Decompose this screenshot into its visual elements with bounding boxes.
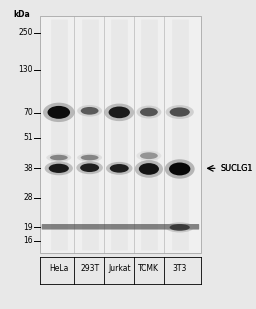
Text: 130: 130 [18, 66, 33, 74]
Ellipse shape [81, 107, 99, 115]
Text: 19: 19 [23, 223, 33, 232]
Ellipse shape [50, 155, 68, 160]
FancyBboxPatch shape [42, 224, 199, 230]
Ellipse shape [109, 107, 130, 118]
Ellipse shape [45, 161, 73, 175]
Text: TCMK: TCMK [138, 264, 159, 273]
Ellipse shape [136, 106, 161, 119]
Ellipse shape [139, 163, 159, 175]
Ellipse shape [81, 155, 99, 160]
Text: 16: 16 [23, 236, 33, 245]
Ellipse shape [136, 151, 161, 161]
Ellipse shape [110, 164, 129, 173]
Text: kDa: kDa [14, 10, 30, 19]
Ellipse shape [46, 154, 71, 162]
Ellipse shape [166, 105, 194, 119]
Text: 3T3: 3T3 [173, 264, 187, 273]
Ellipse shape [140, 108, 158, 116]
Text: SUCLG1: SUCLG1 [220, 164, 252, 173]
Text: 250: 250 [18, 28, 33, 37]
Ellipse shape [135, 160, 163, 178]
Text: HeLa: HeLa [49, 264, 68, 273]
Text: 28: 28 [23, 193, 33, 202]
Text: SUCLG1: SUCLG1 [220, 164, 252, 173]
FancyBboxPatch shape [40, 16, 201, 253]
Ellipse shape [106, 162, 133, 175]
Text: Jurkat: Jurkat [108, 264, 131, 273]
Ellipse shape [77, 154, 102, 162]
Ellipse shape [49, 164, 69, 173]
Ellipse shape [80, 163, 99, 172]
Ellipse shape [104, 104, 134, 121]
Text: 51: 51 [23, 133, 33, 142]
Ellipse shape [170, 224, 190, 231]
Ellipse shape [77, 105, 102, 116]
Text: 38: 38 [23, 164, 33, 173]
Ellipse shape [166, 222, 194, 232]
Ellipse shape [169, 163, 190, 176]
Text: 70: 70 [23, 108, 33, 117]
Ellipse shape [165, 159, 195, 179]
Ellipse shape [43, 103, 74, 122]
Ellipse shape [76, 161, 103, 174]
Text: 293T: 293T [80, 264, 99, 273]
Ellipse shape [48, 106, 70, 119]
Ellipse shape [170, 108, 190, 117]
Ellipse shape [140, 152, 158, 159]
